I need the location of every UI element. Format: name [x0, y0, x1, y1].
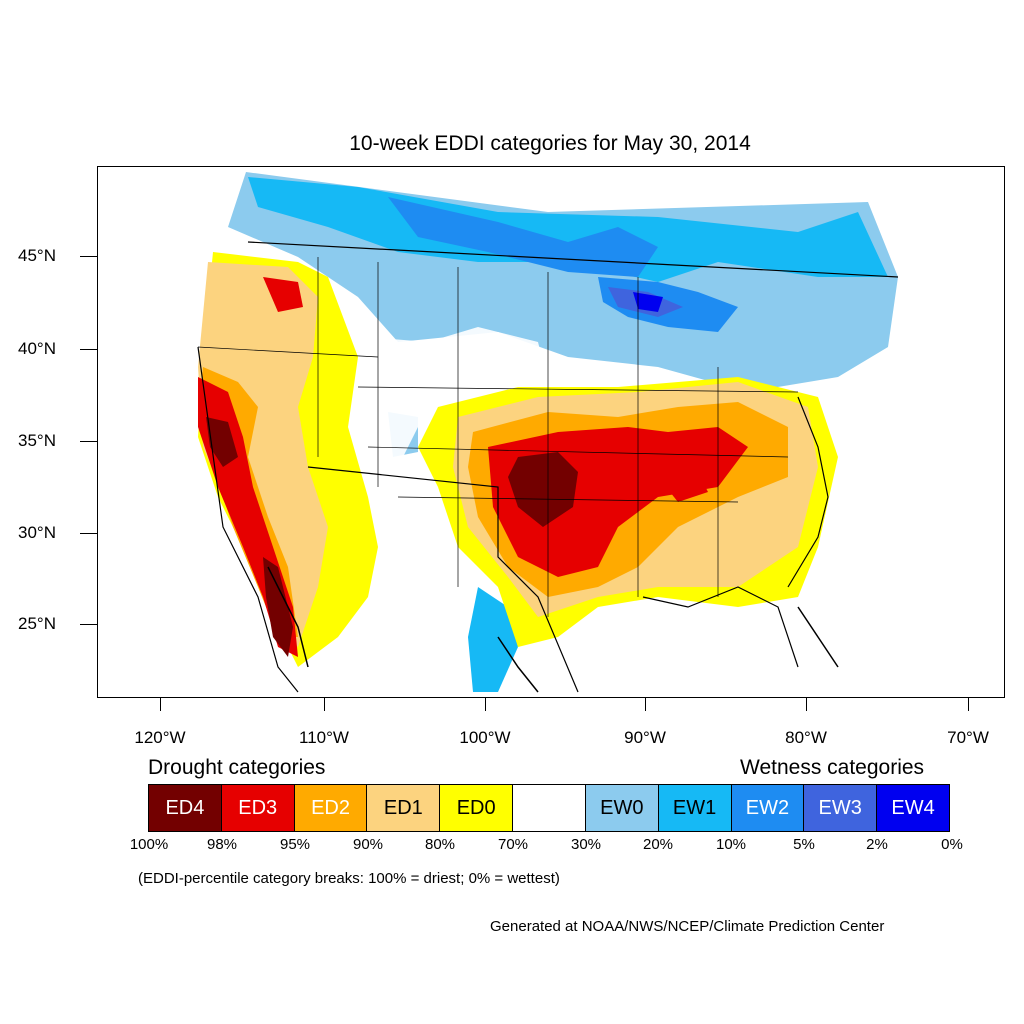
legend-swatch-ew3: EW3: [804, 785, 878, 831]
legend-swatch-label: EW4: [891, 796, 935, 819]
legend-swatch-label: ED0: [456, 796, 496, 819]
lon-tick: [806, 697, 807, 711]
wet-region-core: [633, 292, 663, 312]
legend-swatch-ed0: ED0: [440, 785, 514, 831]
break-label: 30%: [570, 836, 602, 853]
legend-colorbar: ED4 ED3 ED2 ED1 ED0 EW0 EW1 EW2 EW3 EW4: [148, 784, 950, 832]
lon-label-90: 90°W: [624, 728, 666, 747]
legend-swatch-ed3: ED3: [221, 785, 295, 831]
lon-tick: [485, 697, 486, 711]
drought-southeast-ed3: [658, 472, 708, 502]
drought-west-ed4: [206, 417, 238, 467]
legend-swatch-label: EW0: [600, 796, 644, 819]
break-label: 100%: [129, 836, 169, 853]
lat-label-25: 25°N: [18, 614, 56, 633]
break-label: 5%: [793, 836, 815, 853]
drought-west-ed1b: [198, 262, 328, 647]
break-label: 70%: [497, 836, 529, 853]
lat-tick: [80, 533, 97, 534]
legend-swatch-ed1: ED1: [367, 785, 441, 831]
lon-label-100: 100°W: [459, 728, 511, 747]
drought-oregon-ed3: [263, 277, 303, 312]
lat-tick: [80, 349, 97, 350]
break-label: 80%: [424, 836, 456, 853]
break-label: 2%: [866, 836, 888, 853]
lat-label-40: 40°N: [18, 339, 56, 358]
break-label: 10%: [715, 836, 747, 853]
lon-label-80: 80°W: [785, 728, 827, 747]
legend-swatch-label: EW3: [818, 796, 862, 819]
drought-baja-ed4: [263, 557, 293, 657]
lat-label-30: 30°N: [18, 523, 56, 542]
lon-tick: [324, 697, 325, 711]
wet-region-texas: [468, 587, 518, 692]
legend-swatch-ew2: EW2: [731, 785, 805, 831]
wetness-categories-heading: Wetness categories: [740, 756, 925, 779]
lon-tick: [968, 697, 969, 711]
eddi-map: [197, 172, 899, 693]
lat-tick: [80, 441, 97, 442]
map-plot-area: [97, 166, 1005, 698]
lat-tick: [80, 256, 97, 257]
lon-label-120: 120°W: [134, 728, 186, 747]
state-lines: [197, 257, 799, 617]
lat-tick: [80, 624, 97, 625]
break-label: 95%: [279, 836, 311, 853]
legend-swatch-label: EW2: [745, 796, 790, 819]
drought-south-ed4: [508, 452, 578, 527]
coastline: [267, 566, 839, 693]
lon-tick: [645, 697, 646, 711]
legend-note: (EDDI-percentile category breaks: 100% =…: [138, 870, 560, 887]
map-title: 10-week EDDI categories for May 30, 2014: [349, 132, 751, 155]
break-label: 0%: [941, 836, 963, 853]
legend-swatch-normal: [513, 785, 586, 831]
lat-label-45: 45°N: [18, 246, 56, 265]
legend-swatch-ed4: ED4: [149, 785, 222, 831]
legend-swatch-ew1: EW1: [658, 785, 732, 831]
break-label: 98%: [206, 836, 238, 853]
wet-region-ontario: [388, 197, 658, 277]
borders: [197, 241, 899, 693]
lon-label-70: 70°W: [947, 728, 989, 747]
legend-swatch-label: ED4: [165, 796, 205, 819]
credit-line: Generated at NOAA/NWS/NCEP/Climate Predi…: [490, 918, 885, 935]
legend-swatch-label: ED3: [238, 796, 278, 819]
legend-swatch-ed2: ED2: [294, 785, 368, 831]
legend-swatch-label: ED2: [311, 796, 350, 819]
legend-swatch-ew4: EW4: [877, 785, 949, 831]
break-label: 20%: [642, 836, 674, 853]
break-label: 90%: [352, 836, 384, 853]
lon-tick: [160, 697, 161, 711]
normal-interior: [358, 327, 548, 497]
lat-label-35: 35°N: [18, 431, 56, 450]
legend-swatch-label: ED1: [383, 796, 423, 819]
legend-swatch-label: EW1: [672, 796, 717, 819]
lon-label-110: 110°W: [299, 728, 349, 747]
legend-swatch-ew0: EW0: [585, 785, 659, 831]
drought-categories-heading: Drought categories: [148, 756, 326, 779]
